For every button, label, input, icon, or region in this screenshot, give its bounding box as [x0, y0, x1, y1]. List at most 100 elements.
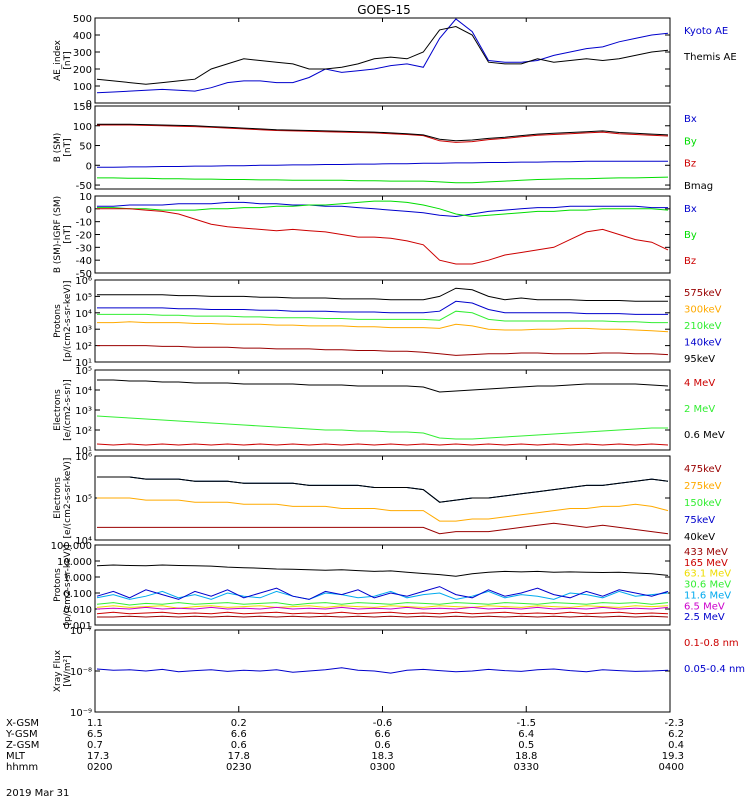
footer-value: 6.4: [518, 729, 534, 740]
legend-entry: Kyoto AE: [684, 26, 728, 37]
footer-value: 0230: [226, 762, 251, 773]
legend-entry: 575keV: [684, 288, 722, 299]
series-line-0-05-0-4-nm: [96, 667, 669, 674]
y-tick-label: 10⁵: [75, 494, 92, 505]
footer-value: 0.6: [231, 740, 247, 751]
y-tick-label: 400: [73, 31, 92, 42]
position-footer: X-GSM 1.1 0.2 -0.6 -1.5 -2.3 Y-GSM 6.5 6.6 6.6 6.4…: [5, 18, 684, 773]
y-tick-label: 0: [86, 99, 92, 110]
y-axis-label: Protons: [53, 304, 63, 338]
y-axis-label: Electrons: [53, 389, 63, 431]
y-tick-label: 10³: [75, 406, 92, 417]
footer-value: 0200: [87, 762, 112, 773]
legend-entry: Bx: [684, 114, 697, 125]
y-tick-label: 10⁻⁸: [70, 667, 92, 678]
series-line-2-mev: [96, 415, 668, 440]
footer-value: -2.3: [664, 718, 684, 729]
legend-entry: 150keV: [684, 498, 722, 509]
legend-entry: Bx: [684, 204, 697, 215]
y-tick-label: 10⁻⁹: [70, 708, 92, 719]
series-line-433-mev: [97, 615, 669, 618]
y-tick-label: -10: [76, 218, 92, 229]
y-tick-label: 10³: [75, 325, 92, 336]
panel-electrons1: 10⁵ 10⁴ 10³ 10² 10¹ Electrons [e/(cm2-s-sr)] 4 …: [53, 366, 725, 457]
series-line-by: [97, 200, 669, 218]
y-tick-label: 0: [86, 161, 92, 172]
legend-entry: 475keV: [684, 464, 722, 475]
legend-entry: 30.6 MeV: [684, 580, 731, 591]
footer-value: 6.6: [375, 729, 391, 740]
legend-entry: By: [684, 136, 697, 147]
series-line-40kev: [97, 476, 669, 503]
legend-entry: 6.5 MeV: [684, 601, 725, 612]
series-line-0-6-mev: [97, 379, 669, 393]
y-tick-label: 100: [73, 82, 92, 93]
legend-entry: Themis AE: [683, 52, 737, 63]
y-tick-label: -20: [76, 231, 92, 242]
y-tick-label: 10⁴: [75, 386, 92, 397]
footer-value: 0330: [514, 762, 539, 773]
y-tick-label: 10⁴: [75, 309, 92, 320]
footer-value: 0300: [370, 762, 395, 773]
y-axis-label: [p/(cm2-s-sr-keV)]: [63, 280, 73, 361]
y-tick-label: 0.001: [63, 621, 92, 632]
series-line-95kev: [97, 287, 668, 302]
footer-value: 0.6: [375, 740, 391, 751]
legend-entry: 11.6 MeV: [684, 590, 731, 601]
footer-value: 0400: [659, 762, 684, 773]
series-line-bz: [97, 208, 669, 265]
y-tick-label: 10²: [75, 342, 92, 353]
series-line-kyoto-ae: [96, 18, 669, 94]
series-line-165-mev: [96, 611, 669, 615]
legend-entry: 95keV: [684, 354, 715, 365]
y-tick-label: 100: [73, 122, 92, 133]
date-label: 2019 Mar 31: [6, 788, 69, 799]
chart-title: GOES-15: [357, 3, 411, 17]
y-axis-label: Electrons: [53, 477, 63, 519]
series-line-275kev: [97, 497, 669, 522]
series-line-150kev: [97, 476, 669, 503]
footer-row-label: Z-GSM: [6, 740, 39, 751]
legend-entry: 433 MeV: [684, 547, 728, 558]
series-line-themis-ae: [96, 25, 669, 85]
footer-value: 0.7: [87, 740, 103, 751]
y-axis-label: [e/(cm2-s-sr-keV)]: [63, 458, 73, 539]
y-tick-label: 1.000: [63, 573, 92, 584]
y-axis-label: Protons: [53, 568, 63, 602]
y-axis-label: [nT]: [63, 225, 73, 243]
footer-value: 17.3: [87, 751, 109, 762]
footer-value: 0.5: [518, 740, 534, 751]
y-axis-label: Xray Flux: [53, 649, 63, 692]
legend-entry: 300keV: [684, 305, 722, 316]
legend-entry: 0.6 MeV: [684, 430, 725, 441]
y-axis-label: [W/m²]: [63, 655, 73, 686]
y-tick-label: 10⁶: [75, 452, 92, 463]
y-tick-label: 10⁴: [75, 536, 92, 547]
y-tick-label: 10⁵: [75, 292, 92, 303]
legend-entry: 2 MeV: [684, 404, 715, 415]
y-tick-label: 10²: [75, 426, 92, 437]
footer-row-label: hhmm: [6, 762, 38, 773]
y-axis-label: B (SM): [53, 133, 63, 163]
series-line-4-mev: [96, 443, 669, 446]
footer-value: 6.5: [87, 729, 103, 740]
footer-value: -1.5: [516, 718, 536, 729]
y-axis-label: AE_index: [53, 39, 63, 81]
series-line-bmag: [97, 123, 669, 142]
footer-value: 0.4: [668, 740, 684, 751]
y-axis-label: [p/(cm2-s-sr-keV)]: [63, 544, 73, 625]
y-axis-label: [e/(cm2-s-sr)]: [63, 379, 73, 441]
legend-entry: 4 MeV: [684, 378, 715, 389]
y-tick-label: 200: [73, 65, 92, 76]
footer-value: -0.6: [373, 718, 393, 729]
footer-value: 18.3: [371, 751, 393, 762]
y-axis-label: [nT]: [63, 51, 73, 69]
panel-xray: 10⁻⁷ 10⁻⁸ 10⁻⁹ Xray Flux [W/m²] 0.1-0.8 nm 0.0…: [53, 626, 745, 719]
legend-entry: Bz: [684, 256, 696, 267]
legend-entry: By: [684, 230, 697, 241]
panel-frame: [94, 195, 671, 274]
legend-entry: 2.5 MeV: [684, 612, 725, 623]
y-tick-label: 10.000: [57, 557, 92, 568]
